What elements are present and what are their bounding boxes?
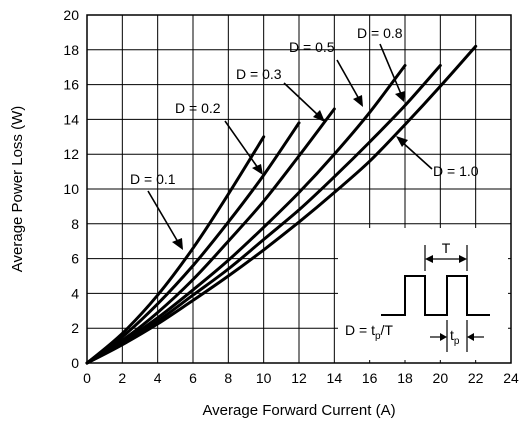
duty-formula-prefix: D = t	[345, 322, 375, 338]
y-tick-label: 2	[71, 320, 79, 336]
pulse-arrowhead-right	[467, 333, 474, 341]
label-d-0-2: D = 0.2	[175, 100, 221, 116]
x-tick-label: 14	[327, 370, 343, 386]
arrow-d-0-2	[224, 120, 259, 169]
series-line-d-0-5	[85, 64, 407, 365]
arrowhead-d-1-0	[396, 136, 408, 147]
x-tick-label: 0	[83, 370, 91, 386]
x-tick-label: 6	[189, 370, 197, 386]
x-tick-label: 2	[118, 370, 126, 386]
x-tick-label: 10	[256, 370, 272, 386]
period-arrowhead-left	[425, 255, 433, 263]
label-d-0-3: D = 0.3	[236, 66, 282, 82]
series-line-d-0-2	[85, 121, 301, 365]
arrowhead-d-0-5	[353, 95, 363, 107]
period-label: T	[442, 240, 451, 256]
arrow-d-0-8	[379, 43, 402, 95]
y-tick-label: 8	[71, 216, 79, 232]
arrow-d-0-1	[147, 190, 179, 243]
pulse-width-label: tp	[450, 327, 460, 347]
x-tick-label: 24	[503, 370, 519, 386]
y-tick-label: 14	[63, 111, 79, 127]
duty-cycle-inset: T tp D = tp/T	[345, 240, 490, 352]
arrowhead-d-0-8	[395, 91, 405, 102]
x-tick-label: 4	[154, 370, 162, 386]
arrow-d-0-3	[283, 82, 320, 117]
duty-formula-sub: p	[375, 331, 381, 342]
y-tick-label: 0	[71, 355, 79, 371]
arrowhead-d-0-1	[172, 238, 183, 250]
arrow-d-1-0	[401, 141, 433, 170]
y-tick-labels: 0 2 4 6 8 10 12 14 16 18 20	[63, 7, 79, 371]
y-axis-label: Average Power Loss (W)	[9, 106, 26, 272]
series-line-d-0-1	[85, 135, 266, 365]
series-line-d-0-8	[85, 64, 442, 365]
x-tick-label: 16	[362, 370, 378, 386]
x-tick-label: 20	[433, 370, 449, 386]
pulse-waveform	[381, 275, 490, 316]
series-line-d-1-0	[85, 44, 478, 365]
series-annotations: D = 0.1 D = 0.2 D = 0.3 D = 0.5 D = 0.8 …	[130, 25, 479, 250]
x-tick-label: 8	[224, 370, 232, 386]
label-d-0-1: D = 0.1	[130, 171, 176, 187]
arrowhead-d-0-2	[252, 164, 263, 175]
y-tick-label: 16	[63, 77, 79, 93]
label-d-0-8: D = 0.8	[357, 25, 403, 41]
series-line-d-0-3	[85, 107, 336, 365]
y-tick-label: 10	[63, 181, 79, 197]
duty-formula: D = tp/T	[345, 322, 393, 342]
arrowhead-d-0-3	[313, 110, 325, 122]
y-tick-label: 18	[63, 42, 79, 58]
pulse-width-sub: p	[454, 336, 460, 347]
duty-formula-suffix: /T	[381, 322, 394, 338]
x-tick-label: 18	[397, 370, 413, 386]
y-tick-label: 12	[63, 146, 79, 162]
pulse-width-t: t	[450, 327, 454, 343]
x-tick-labels: 0 2 4 6 8 10 12 14 16 18 20 22 24	[83, 370, 519, 386]
y-tick-label: 4	[71, 285, 79, 301]
label-d-0-5: D = 0.5	[289, 39, 335, 55]
pulse-arrowhead-left	[440, 333, 447, 341]
label-d-1-0: D = 1.0	[433, 163, 479, 179]
y-tick-label: 20	[63, 7, 79, 23]
x-tick-label: 22	[468, 370, 484, 386]
y-tick-label: 6	[71, 251, 79, 267]
series-curves	[85, 44, 478, 365]
period-arrowhead-right	[459, 255, 467, 263]
plot-frame	[86, 14, 512, 364]
x-tick-label: 12	[291, 370, 307, 386]
arrow-d-0-5	[336, 59, 360, 100]
x-axis-label: Average Forward Current (A)	[202, 402, 395, 419]
inset-background	[338, 228, 508, 360]
